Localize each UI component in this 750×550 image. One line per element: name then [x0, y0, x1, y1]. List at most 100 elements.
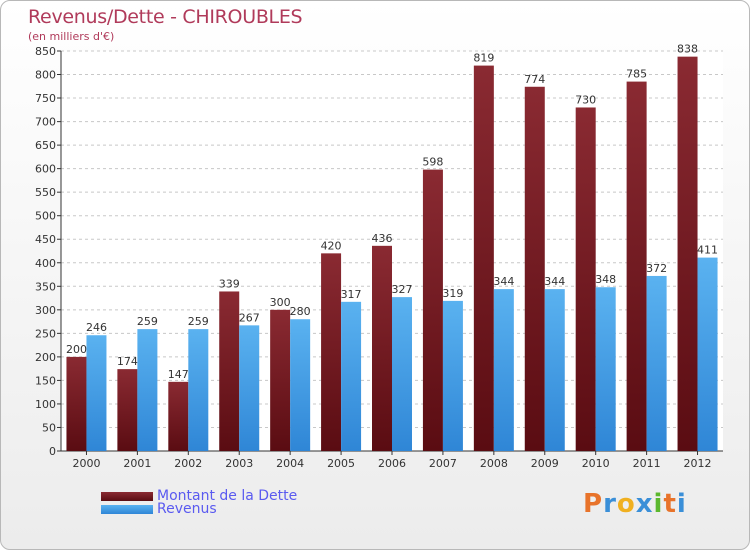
x-tick-label: 2003 [225, 457, 253, 470]
data-label-dette: 147 [168, 368, 189, 381]
bar-dette [626, 81, 647, 452]
x-tick-label: 2007 [429, 457, 457, 470]
bar-revenus [86, 335, 107, 451]
logo-letter: P [583, 489, 604, 519]
legend-item-dette: Montant de la Dette [101, 488, 297, 504]
x-tick-label: 2001 [123, 457, 151, 470]
y-tick-label: 50 [42, 421, 56, 434]
bar-revenus [392, 297, 412, 451]
x-tick-label: 2008 [480, 457, 508, 470]
data-label-revenus: 319 [442, 287, 463, 300]
data-label-dette: 785 [626, 68, 647, 81]
data-label-dette: 730 [575, 93, 596, 106]
y-tick-label: 400 [35, 257, 56, 270]
x-tick-label: 2005 [327, 457, 355, 470]
chart-subtitle: (en milliers d'€) [28, 30, 115, 43]
data-label-dette: 174 [117, 355, 138, 368]
data-label-revenus: 327 [392, 283, 413, 296]
bar-revenus [697, 257, 718, 451]
logo-letter: t [663, 489, 677, 519]
x-tick-label: 2011 [633, 457, 661, 470]
y-tick-label: 300 [35, 304, 56, 317]
y-tick-label: 200 [35, 351, 56, 364]
x-tick-label: 2004 [276, 457, 304, 470]
logo-letter: i [653, 489, 664, 519]
data-label-revenus: 344 [544, 275, 565, 288]
data-label-revenus: 259 [188, 315, 209, 328]
legend-swatch-dette [101, 491, 153, 501]
bar-revenus [290, 319, 311, 451]
x-tick-label: 2000 [72, 457, 100, 470]
x-tick-label: 2006 [378, 457, 406, 470]
data-label-dette: 819 [473, 52, 494, 65]
y-tick-label: 150 [35, 374, 56, 387]
bar-revenus [442, 300, 463, 451]
logo-letter: x [635, 489, 654, 519]
data-label-dette: 200 [66, 343, 87, 356]
x-tick-label: 2010 [582, 457, 610, 470]
y-tick-label: 700 [35, 116, 56, 129]
bar-dette [219, 291, 240, 451]
data-label-dette: 774 [524, 73, 545, 86]
bar-dette [66, 356, 87, 451]
bar-revenus [137, 329, 158, 451]
bar-dette [168, 381, 189, 451]
logo-letter: o [616, 489, 636, 519]
y-tick-label: 350 [35, 280, 56, 293]
bar-dette [677, 56, 698, 451]
data-label-revenus: 280 [290, 305, 311, 318]
data-label-revenus: 267 [239, 311, 260, 324]
data-label-dette: 339 [219, 277, 240, 290]
logo-letter: i [676, 489, 687, 519]
bar-revenus [595, 287, 616, 451]
bar-revenus [239, 325, 260, 451]
x-tick-label: 2012 [684, 457, 712, 470]
y-tick-label: 800 [35, 69, 56, 82]
x-tick-label: 2002 [174, 457, 202, 470]
bar-revenus [544, 289, 565, 451]
bar-dette [117, 369, 138, 451]
data-label-dette: 838 [677, 43, 698, 56]
y-tick-label: 450 [35, 233, 56, 246]
chart-title: Revenus/Dette - CHIROUBLES [28, 6, 303, 28]
bar-revenus [341, 301, 362, 451]
data-label-revenus: 372 [646, 262, 667, 275]
data-label-revenus: 246 [86, 321, 107, 334]
y-tick-label: 0 [49, 445, 56, 458]
legend-label-dette: Montant de la Dette [157, 488, 298, 504]
bar-dette [321, 253, 342, 451]
data-label-revenus: 348 [595, 273, 616, 286]
bar-dette [524, 86, 545, 451]
data-label-dette: 300 [270, 296, 291, 309]
data-label-revenus: 344 [493, 275, 514, 288]
bar-revenus [646, 275, 667, 451]
y-tick-label: 250 [35, 327, 56, 340]
bar-revenus [188, 329, 209, 451]
data-label-revenus: 317 [341, 288, 362, 301]
legend-item-revenus: Revenus [101, 501, 217, 517]
y-tick-label: 500 [35, 210, 56, 223]
bar-dette [473, 65, 494, 452]
bar-dette [575, 107, 596, 452]
logo-letter: r [603, 489, 617, 519]
bar-dette [422, 169, 443, 451]
data-label-revenus: 411 [697, 244, 718, 257]
y-tick-label: 850 [35, 45, 56, 58]
y-tick-label: 100 [35, 398, 56, 411]
y-tick-label: 550 [35, 186, 56, 199]
bar-dette [270, 309, 291, 451]
data-label-dette: 420 [321, 239, 342, 252]
data-label-dette: 436 [372, 232, 393, 245]
y-tick-label: 750 [35, 92, 56, 105]
proxiti-logo: Proxiti [583, 489, 687, 519]
legend-swatch-revenus [101, 504, 153, 514]
data-label-revenus: 259 [137, 315, 158, 328]
data-label-dette: 598 [422, 156, 443, 169]
bar-dette [372, 245, 392, 451]
bar-revenus [493, 289, 514, 451]
x-tick-label: 2009 [531, 457, 559, 470]
y-tick-label: 650 [35, 139, 56, 152]
y-tick-label: 600 [35, 163, 56, 176]
